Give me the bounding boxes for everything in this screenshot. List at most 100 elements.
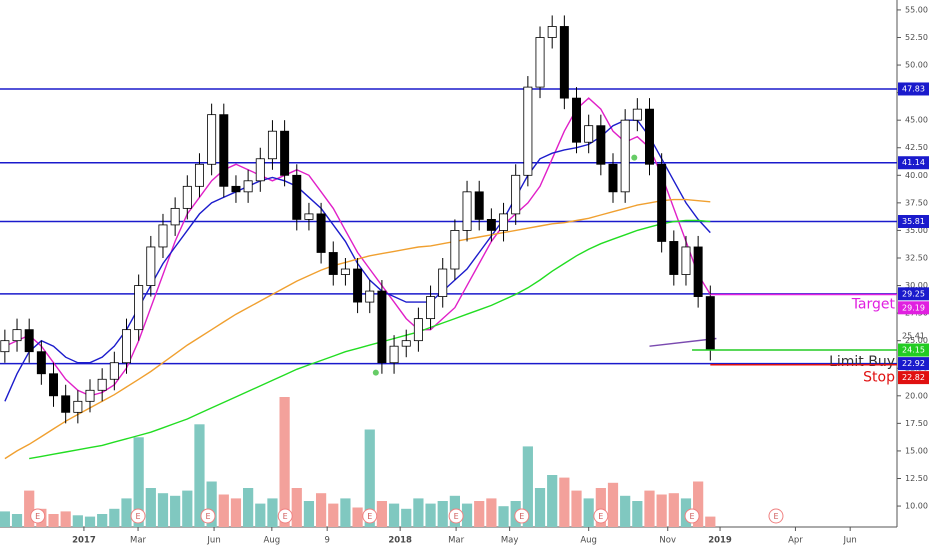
earnings-marker — [448, 508, 464, 524]
candle-body — [547, 26, 557, 38]
volume-bar — [607, 482, 619, 527]
volume-bar — [583, 498, 594, 527]
candle-body — [231, 185, 241, 193]
x-tick-label: Mar — [130, 536, 147, 546]
candle-body — [401, 340, 411, 347]
order-name: Stop — [863, 370, 895, 386]
candle-body — [389, 345, 399, 364]
x-tick-label: 2018 — [388, 536, 412, 546]
candle-body — [267, 130, 277, 160]
earnings-marker — [593, 508, 609, 524]
x-tick-label: 9 — [324, 536, 329, 546]
x-tick-label: May — [501, 536, 519, 546]
x-tick-label: Mar — [448, 536, 465, 546]
candle-body — [572, 97, 581, 143]
volume-bar — [84, 516, 96, 527]
volume-bar — [620, 495, 631, 527]
earnings-label: E — [598, 512, 603, 521]
volume-bar — [632, 501, 643, 527]
candle-body — [207, 114, 217, 165]
volume-bar — [60, 511, 71, 527]
volume-bar — [11, 514, 23, 527]
volume-bar — [656, 494, 667, 527]
earnings-marker — [684, 508, 700, 524]
volume-bar — [121, 498, 132, 527]
candle-body — [292, 174, 302, 220]
volume-bar — [170, 495, 181, 527]
volume-bar — [437, 501, 448, 527]
volume-bar — [267, 498, 278, 527]
order-name: Limit Buy — [829, 354, 895, 370]
volume-bar — [705, 516, 716, 527]
earnings-label: E — [773, 512, 778, 521]
candle-body — [109, 362, 119, 380]
earnings-marker — [130, 508, 146, 524]
candle-body — [134, 285, 144, 331]
candle-body — [450, 230, 460, 270]
candle-body — [243, 180, 253, 193]
volume-bar — [315, 493, 327, 527]
level-box — [898, 82, 929, 96]
candle-body — [304, 213, 314, 220]
y-tick-label: 32.50 — [905, 253, 928, 262]
x-tick-label: Jun — [843, 536, 857, 546]
volume-bar — [388, 503, 400, 527]
volume-bar — [401, 508, 412, 527]
y-tick-label: 40.00 — [905, 171, 928, 180]
candle-body — [669, 241, 679, 275]
candle-body — [499, 213, 509, 231]
y-tick-label: 20.00 — [905, 391, 928, 400]
volume-bar — [559, 477, 570, 527]
candle-body — [85, 389, 95, 402]
volume-bar — [413, 498, 424, 527]
candle-body — [632, 108, 642, 121]
y-tick-label: 50.00 — [905, 61, 928, 70]
candle-body — [255, 158, 265, 182]
x-tick-label: Apr — [788, 536, 803, 546]
volume-bar — [547, 475, 558, 527]
candle-body — [438, 268, 448, 297]
volume-bar — [644, 490, 655, 527]
candle-body — [365, 290, 375, 303]
candle-body — [158, 224, 168, 248]
earnings-label: E — [35, 512, 40, 521]
y-tick-label: 25.00 — [905, 336, 928, 345]
candle-body — [596, 125, 606, 165]
level-label: 29.25 — [902, 289, 925, 298]
candle-body — [0, 340, 10, 353]
volume-bar — [230, 498, 242, 527]
candle-body — [426, 296, 436, 320]
earnings-marker — [514, 508, 530, 524]
candle-body — [584, 125, 594, 143]
volume-bar — [352, 507, 363, 527]
volume-bar — [182, 490, 193, 527]
earnings-marker — [30, 508, 46, 524]
volume-bar — [522, 446, 533, 527]
volume-bar — [474, 501, 485, 527]
candle-body — [73, 400, 83, 413]
candle-body — [486, 218, 496, 231]
moving-average — [29, 219, 711, 460]
volume-bar — [340, 498, 351, 527]
volume-bar — [48, 514, 59, 527]
earnings-marker — [768, 508, 784, 524]
candle-body — [24, 329, 34, 353]
volume-bar — [206, 481, 217, 527]
order-label: 22.82 — [902, 373, 925, 382]
y-tick-label: 10.00 — [905, 502, 928, 511]
candle-body — [523, 86, 533, 176]
volume-bar — [328, 503, 339, 527]
volume-bar — [303, 501, 315, 527]
x-tick-label: Aug — [264, 536, 281, 546]
signal-dot — [372, 369, 379, 376]
candle-body — [462, 191, 472, 231]
volume-bar — [461, 503, 473, 527]
candle-body — [608, 163, 618, 193]
moving-average — [4, 198, 711, 460]
candle-body — [559, 26, 569, 99]
volume-bar — [668, 493, 679, 527]
earnings-label: E — [690, 512, 695, 521]
volume-bar — [486, 498, 497, 527]
earnings-label: E — [367, 512, 372, 521]
